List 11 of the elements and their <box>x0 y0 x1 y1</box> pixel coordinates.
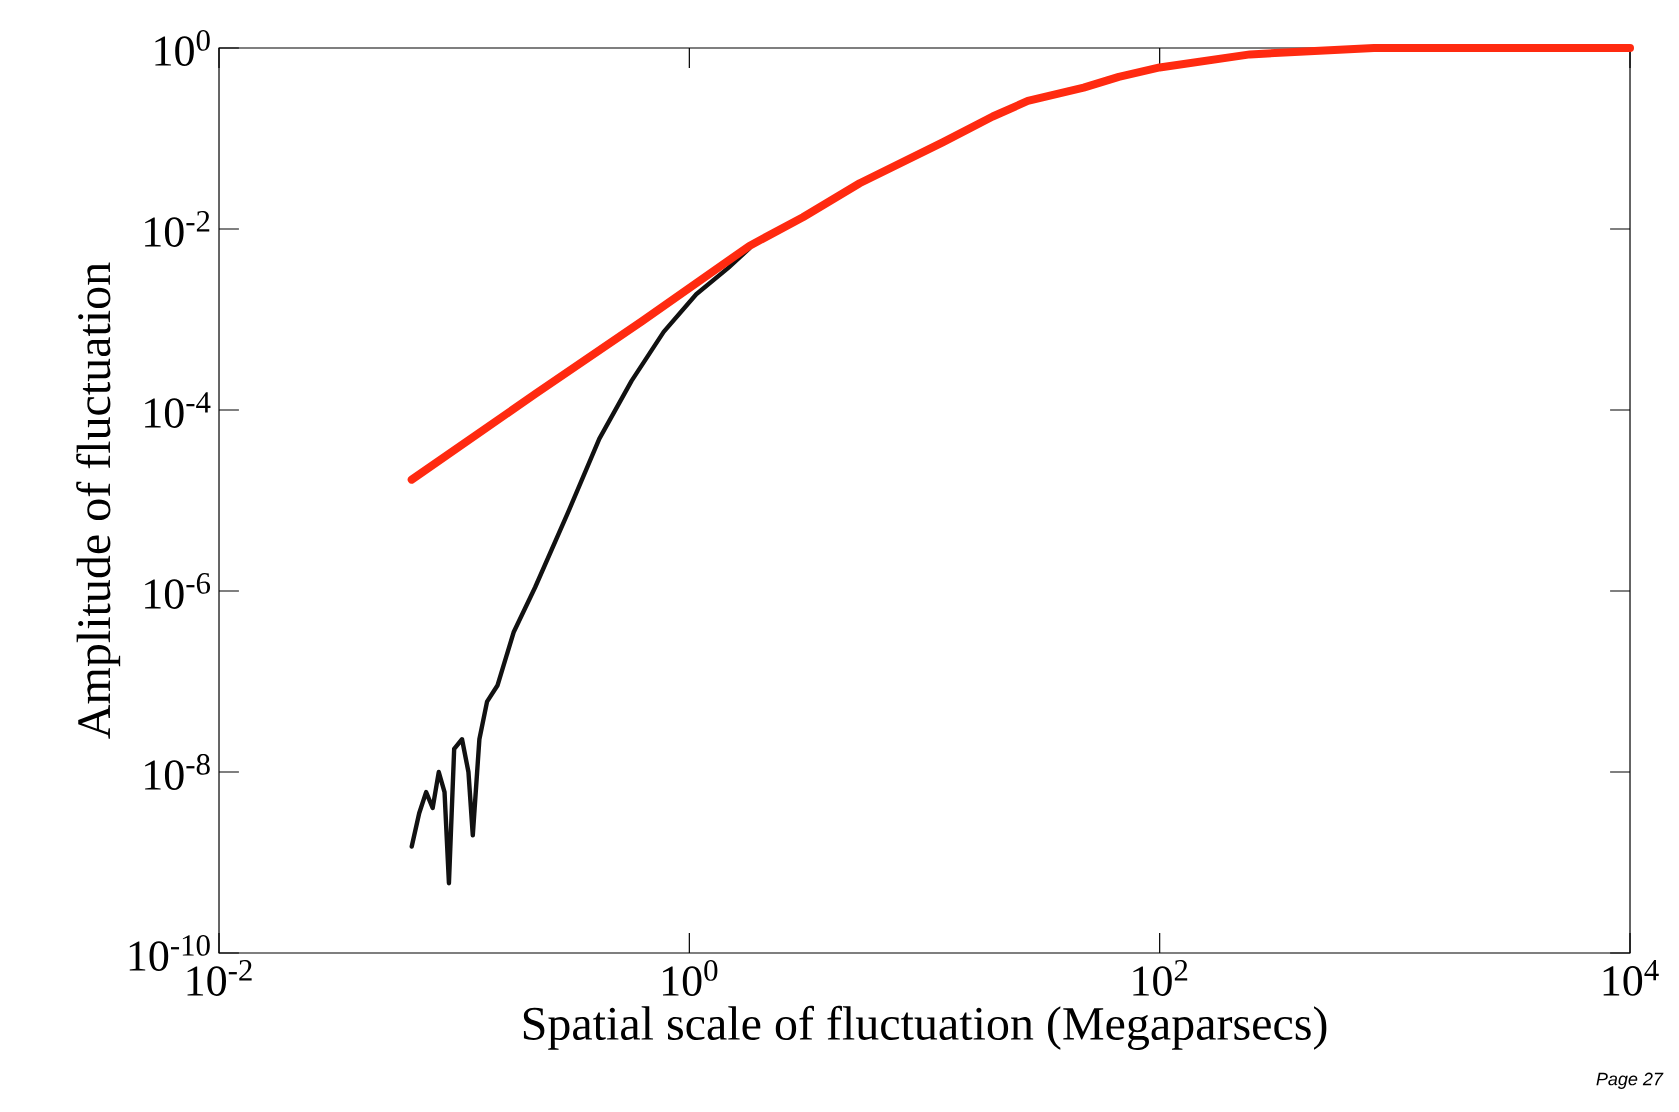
x-axis-title: Spatial scale of fluctuation (Megaparsecs) <box>523 1005 1327 1050</box>
text: Page 27 <box>1596 1072 1664 1089</box>
y-tick-label: 10$^{0}$ <box>155 30 210 66</box>
x-tick-label: 10$^{0}$ <box>663 960 718 997</box>
y-tick-label: 10$^{-4}$ <box>145 392 211 428</box>
x-tick-label: 10$^{4}$ <box>1603 960 1659 996</box>
x-tick-label: 10$^{2}$ <box>1133 960 1188 996</box>
y-tick-label: 10$^{-2}$ <box>145 211 210 247</box>
y-tick-label: 10$^{-6}$ <box>145 573 211 609</box>
y-axis-title: Amplitude of fluctuation <box>76 262 121 739</box>
y-tick-label: 10$^{-8}$ <box>145 754 210 790</box>
